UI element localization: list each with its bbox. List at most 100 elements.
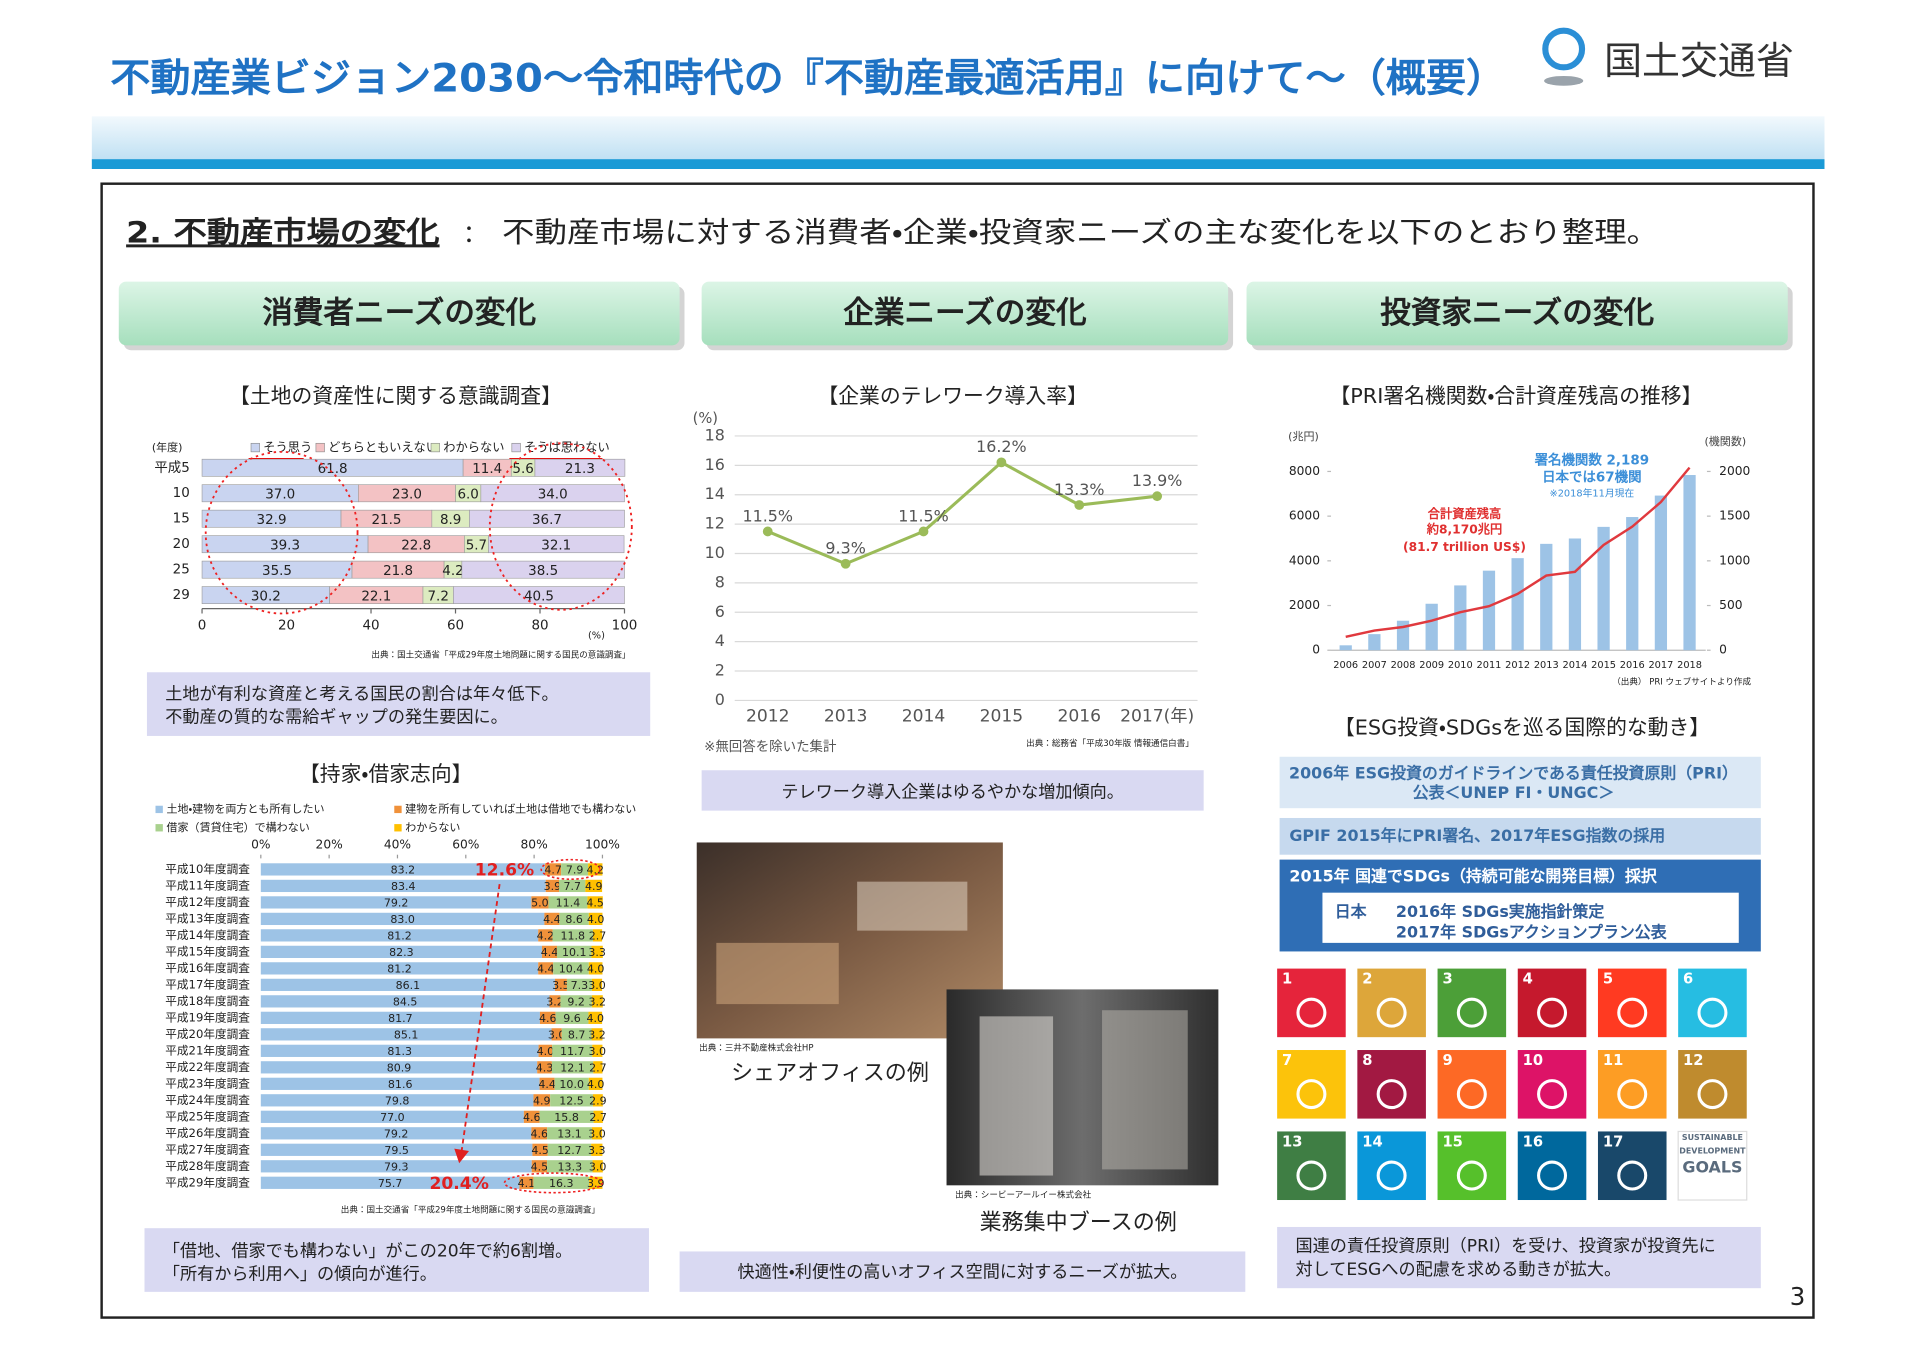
bar-segment [260,1176,520,1189]
bar-segment [523,1110,540,1123]
bar-segment [591,995,603,1008]
summary-box [1277,1226,1761,1289]
bar [1482,570,1496,651]
value-label: 79.2 [384,897,409,910]
value-label: 86.1 [396,979,421,992]
bar [1511,558,1524,651]
x-tick-label: 40 [362,619,379,634]
value-label: 35.5 [262,564,292,579]
bar-segment [260,1160,532,1173]
sdg-icon-symbol [1456,1079,1487,1110]
value-label: 4.0 [587,913,605,926]
sdg-number: 11 [1603,1052,1623,1069]
bar-segment [532,1143,548,1156]
legend-label: 建物を所有していれば土地は借地でも構わない [405,801,636,815]
column-heading: 企業ニーズの変化 [843,295,1087,331]
sdg-logo-text: SUSTAINABLE [1682,1133,1743,1142]
point [918,526,929,537]
legend-label: 借家（賃貸住宅）で構わない [167,820,310,834]
annotation: (81.7 trillion US$) [1403,540,1526,554]
x-axis-label: (%) [588,631,605,642]
value-label: 16.2% [976,437,1027,456]
value-label: 3.0 [548,1029,566,1042]
bar-segment [551,1028,562,1041]
source-note: 出典：国土交通省「平成29年度土地問題に関する国民の意識調査」 [371,649,630,661]
photo-detail [1102,1010,1188,1170]
x-tick-label: 2015 [980,706,1024,726]
bar-segment [453,586,625,604]
x-tick-label: 2007 [1362,660,1387,671]
x-tick-label: 2015 [1591,660,1616,671]
category-label: 平成19年度調査 [165,1010,250,1024]
value-label: 40.5 [524,589,554,604]
esg-title: 【ESG投資・SDGsを巡る国際的な動き】 [1334,716,1710,740]
bar-segment [531,1160,548,1173]
bar [1540,543,1553,651]
bar-segment [548,896,588,909]
y2-tick-label: 0 [1719,643,1727,657]
bar-segment [592,1160,603,1173]
japan-line: 2016年 SDGs実施指針策定 [1396,902,1604,921]
bar-segment [592,1044,603,1057]
japan-line: 2017年 SDGsアクションプラン公表 [1396,923,1668,942]
bar-segment [531,896,549,909]
bar-segment [588,1011,603,1024]
value-label: 2.9 [589,1095,607,1108]
bar-segment [557,945,592,958]
category-label: 25 [173,563,190,578]
value-label: 80.9 [387,1062,412,1075]
value-label: 5.6 [512,462,533,477]
value-label: 12.1 [560,1062,585,1075]
value-label: 4.0 [587,1012,605,1025]
column-heading: 投資家ニーズの変化 [1380,295,1654,331]
ministry-logo [1542,27,1586,71]
bar-segment [585,879,603,893]
bar-segment [260,1094,534,1107]
esg-item-box [1279,817,1761,855]
sdg-number: 5 [1603,971,1613,988]
y-tick-label: 6 [715,602,725,621]
annotation: 約8,170兆円 [1426,522,1502,537]
bar-segment [519,1176,534,1189]
value-label: 15.8 [554,1111,579,1124]
bar-segment [550,1094,593,1107]
category-label: 平成15年度調査 [165,944,250,958]
sdg-logo-text: GOALS [1682,1158,1742,1177]
category-label: 平成11年度調査 [165,878,250,892]
bar-segment [260,863,546,876]
y-axis-label: (%) [693,410,718,427]
x-tick-label: 100% [585,837,620,851]
sdg-number: 17 [1603,1133,1623,1150]
bar-segment [541,945,558,958]
bar-segment [260,1011,540,1024]
value-label: 13.3 [558,1161,583,1174]
sdg-logo-text: DEVELOPMENT [1679,1147,1746,1156]
value-label: 83.4 [391,880,416,893]
value-label: 23.0 [392,487,422,502]
value-label: 5.7 [466,538,487,553]
category-label: 平成23年度調査 [165,1076,250,1090]
bar-segment [592,929,603,942]
chart-title: 【企業のテレワーク導入率】 [817,384,1087,408]
value-label: 79.3 [384,1161,409,1174]
value-label: 61.8 [318,462,348,477]
x-tick-label: 0% [251,837,270,851]
value-label: 81.7 [388,1012,413,1025]
value-label: 4.6 [530,1128,548,1141]
bar-segment [559,912,589,926]
value-label: 21.5 [371,513,401,528]
sdg-icon-symbol [1537,1079,1568,1110]
value-label: 3.0 [589,1045,607,1058]
legend-swatch [155,824,163,832]
x-tick-label: 2013 [1534,660,1559,671]
value-label: 12.5 [559,1095,584,1108]
bar-segment [593,1110,603,1123]
bar-segment [260,995,550,1008]
sdg-icon-symbol [1456,997,1487,1028]
point [996,457,1007,468]
value-label: 84.5 [393,996,418,1009]
value-label: 32.9 [257,513,287,528]
x-tick-label: 20% [316,837,343,851]
bar [1683,475,1696,651]
value-label: 11.5% [742,506,793,525]
